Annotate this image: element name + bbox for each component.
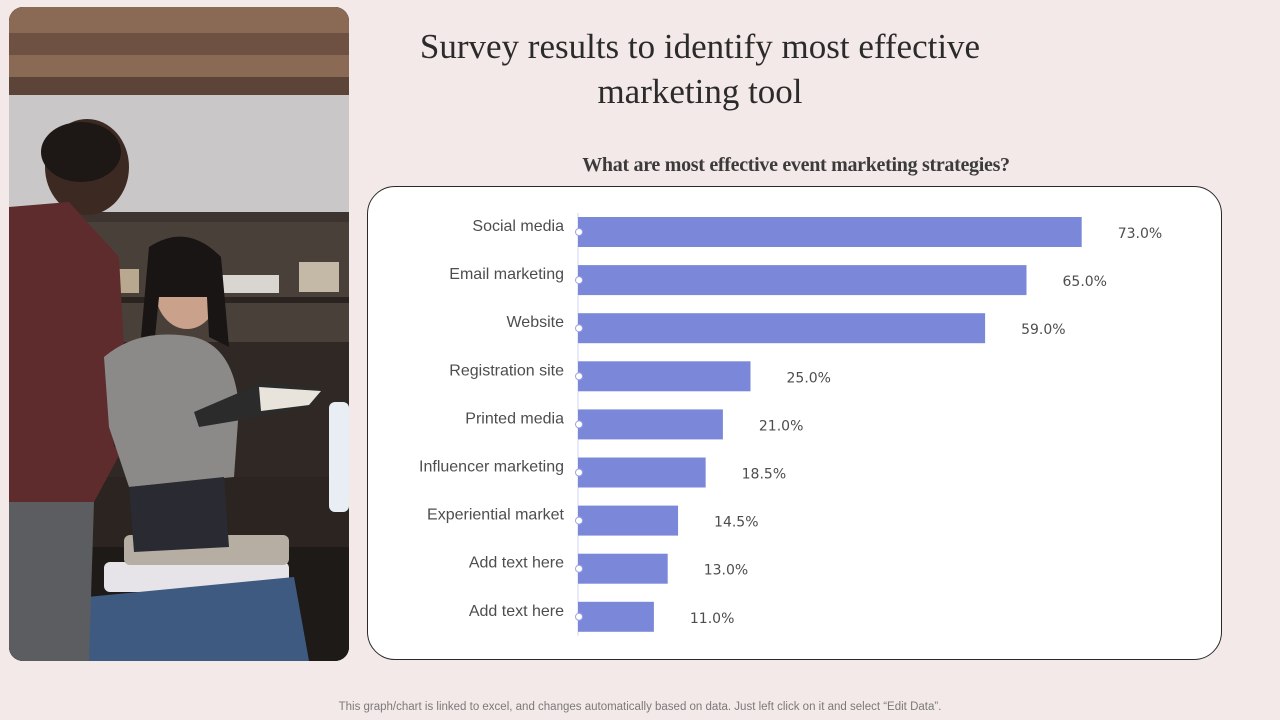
value-label: 73.0% [1118, 226, 1162, 242]
bar[interactable] [578, 553, 668, 584]
value-label: 21.0% [759, 418, 803, 434]
bar[interactable] [578, 601, 654, 632]
value-label: 25.0% [787, 370, 831, 386]
bar-marker-dot [575, 228, 583, 236]
category-label: Experiential market [427, 507, 565, 524]
chart-title: What are most effective event marketing … [582, 154, 1010, 176]
bar[interactable] [578, 409, 723, 440]
bar-marker-dot [575, 276, 583, 285]
value-label: 13.0% [704, 563, 748, 579]
page-title: Survey results to identify most effectiv… [419, 27, 981, 111]
category-label: Website [506, 314, 564, 331]
bar-chart[interactable]: Social media 73.0% Email marketing 65.0% Web… [368, 187, 1223, 661]
category-label: Influencer marketing [419, 459, 564, 476]
bar[interactable] [578, 265, 1027, 296]
bar[interactable] [578, 361, 751, 392]
footnote: This graph/chart is linked to excel, and… [338, 701, 942, 713]
value-label: 11.0% [690, 611, 734, 627]
category-label: Add text here [469, 555, 564, 572]
bar-marker-dot [575, 468, 583, 477]
bar[interactable] [578, 505, 679, 536]
bar-marker-dot [575, 420, 583, 429]
category-label: Email marketing [449, 266, 564, 283]
category-label: Add text here [469, 603, 564, 620]
bar[interactable] [578, 457, 706, 488]
bar-marker-dot [575, 372, 583, 381]
bar-marker-dot [575, 516, 583, 525]
value-label: 14.5% [714, 515, 758, 531]
category-label: Printed media [465, 410, 564, 427]
bar-marker-dot [575, 324, 583, 333]
bar[interactable] [578, 217, 1082, 247]
value-label: 65.0% [1063, 274, 1107, 290]
bar-marker-dot [575, 564, 583, 573]
bar-marker-dot [575, 612, 583, 621]
value-label: 59.0% [1021, 322, 1065, 338]
category-label: Registration site [449, 362, 564, 379]
value-label: 18.5% [742, 467, 786, 483]
chart-panel[interactable]: Social media 73.0% Email marketing 65.0% Web… [367, 186, 1222, 660]
team-photo [9, 7, 349, 661]
bar[interactable] [578, 313, 986, 344]
category-label: Social media [472, 218, 564, 235]
